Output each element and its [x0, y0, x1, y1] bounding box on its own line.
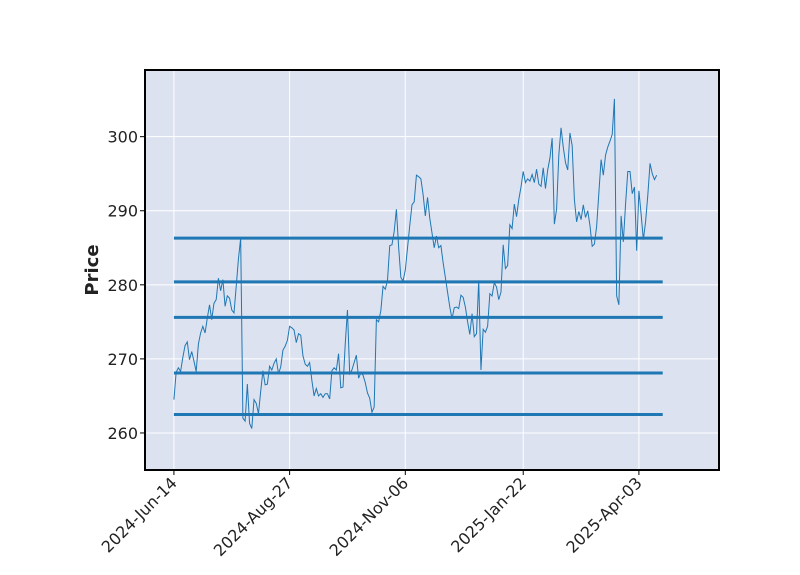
x-tick-label: 2025-Apr-03 — [562, 473, 645, 556]
y-axis-label: Price — [82, 244, 103, 295]
y-tick-label: 300 — [107, 128, 138, 147]
price-series-line — [173, 98, 658, 429]
x-tick-label: 2025-Jan-22 — [447, 473, 530, 556]
x-tick-label: 2024-Aug-27 — [210, 473, 297, 560]
x-tick-label: 2024-Jun-14 — [98, 473, 181, 556]
y-tick-label: 270 — [107, 350, 138, 369]
horizontal-levels — [173, 236, 663, 416]
x-axis-ticks: 2024-Jun-14 2024-Aug-27 2024-Nov-06 2025-Ja… — [98, 470, 646, 560]
y-tick-label: 260 — [107, 424, 138, 443]
y-tick-label: 290 — [107, 202, 138, 221]
y-tick-label: 280 — [107, 276, 138, 295]
plot-frame — [144, 69, 720, 471]
x-tick-label: 2024-Nov-06 — [326, 473, 413, 560]
plot-background — [145, 70, 719, 470]
y-axis-ticks: 260 270 280 290 300 — [107, 128, 145, 443]
y-gridlines — [145, 136, 719, 434]
